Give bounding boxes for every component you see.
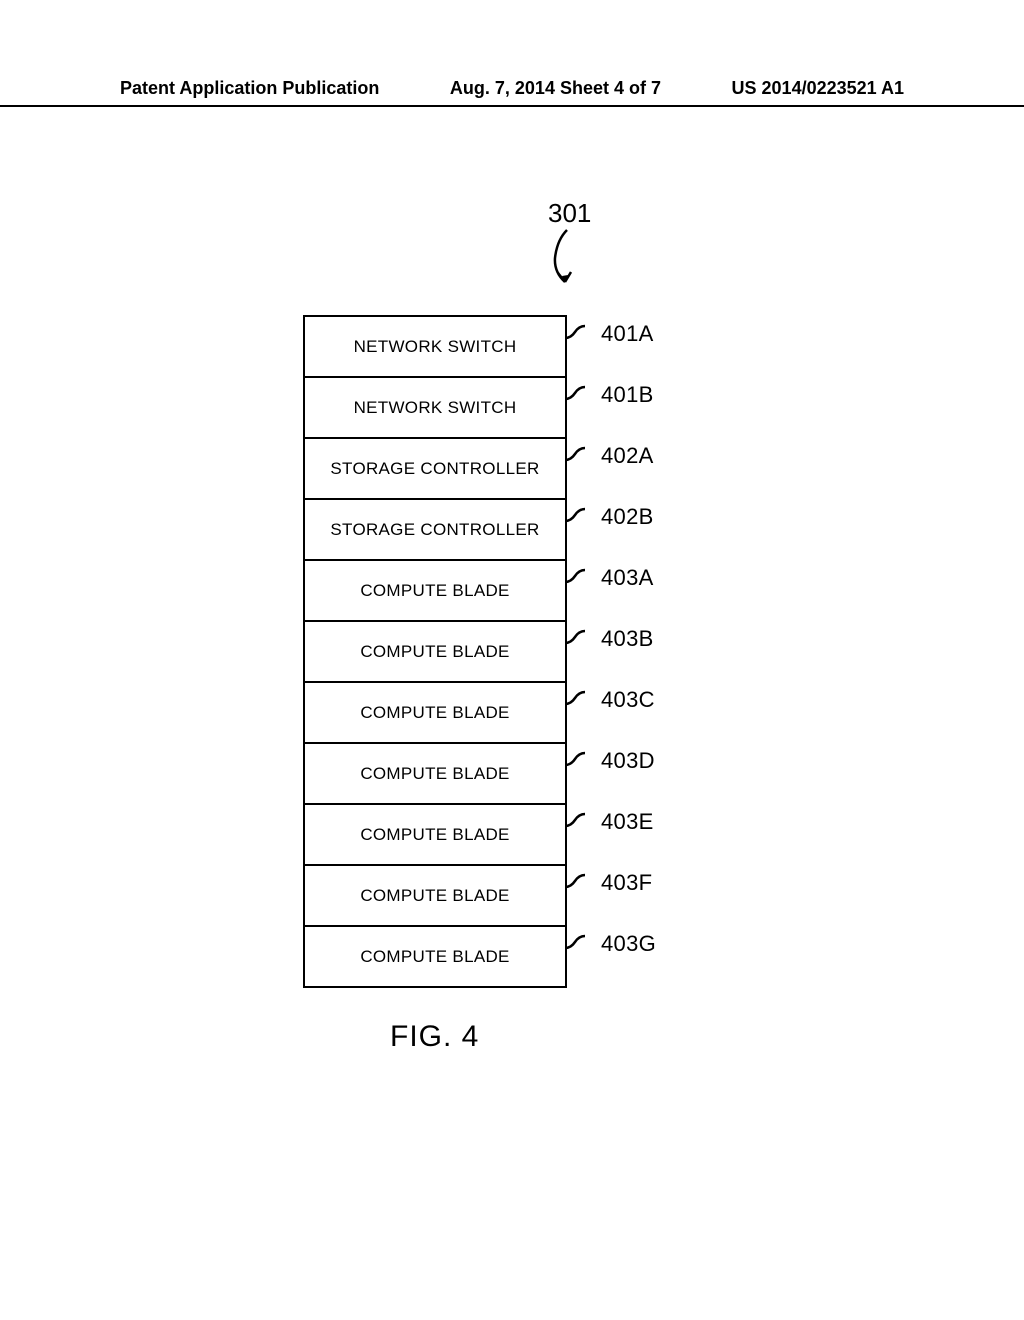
ref-label: 401B [601, 382, 654, 408]
slot-compute-blade: COMPUTE BLADE 403F [305, 864, 565, 925]
lead-curve-icon [565, 446, 587, 466]
lead-curve-icon [565, 873, 587, 893]
slot-network-switch: NETWORK SWITCH 401B [305, 376, 565, 437]
lead-line: 403E [565, 809, 654, 835]
slot-label: COMPUTE BLADE [360, 703, 509, 723]
lead-line: 402A [565, 443, 654, 469]
lead-line: 403G [565, 931, 656, 957]
lead-curve-icon [565, 690, 587, 710]
ref-label: 403F [601, 870, 652, 896]
lead-curve-icon [565, 385, 587, 405]
lead-line: 403F [565, 870, 652, 896]
lead-line: 401A [565, 321, 654, 347]
lead-line: 403D [565, 748, 655, 774]
header-right: US 2014/0223521 A1 [732, 78, 904, 99]
patent-header: Patent Application Publication Aug. 7, 2… [0, 78, 1024, 107]
slot-compute-blade: COMPUTE BLADE 403E [305, 803, 565, 864]
ref-label: 403G [601, 931, 656, 957]
ref-label: 403E [601, 809, 654, 835]
slot-storage-controller: STORAGE CONTROLLER 402B [305, 498, 565, 559]
slot-label: COMPUTE BLADE [360, 947, 509, 967]
ref-label: 402B [601, 504, 654, 530]
slot-compute-blade: COMPUTE BLADE 403D [305, 742, 565, 803]
slot-label: COMPUTE BLADE [360, 886, 509, 906]
slot-label: COMPUTE BLADE [360, 581, 509, 601]
lead-curve-icon [565, 629, 587, 649]
lead-curve-icon [565, 934, 587, 954]
ref-arrow-icon [545, 228, 585, 290]
slot-compute-blade: COMPUTE BLADE 403A [305, 559, 565, 620]
slot-compute-blade: COMPUTE BLADE 403C [305, 681, 565, 742]
ref-label: 402A [601, 443, 654, 469]
slot-label: NETWORK SWITCH [354, 398, 517, 418]
lead-curve-icon [565, 324, 587, 344]
figure-label: FIG. 4 [390, 1020, 479, 1054]
slot-label: COMPUTE BLADE [360, 825, 509, 845]
lead-line: 402B [565, 504, 654, 530]
header-center: Aug. 7, 2014 Sheet 4 of 7 [450, 78, 661, 99]
slot-label: COMPUTE BLADE [360, 764, 509, 784]
slot-storage-controller: STORAGE CONTROLLER 402A [305, 437, 565, 498]
slot-label: NETWORK SWITCH [354, 337, 517, 357]
lead-line: 403C [565, 687, 655, 713]
header-left: Patent Application Publication [120, 78, 379, 99]
slot-label: STORAGE CONTROLLER [330, 520, 539, 540]
ref-label: 403B [601, 626, 654, 652]
lead-line: 401B [565, 382, 654, 408]
slot-compute-blade: COMPUTE BLADE 403B [305, 620, 565, 681]
slot-label: STORAGE CONTROLLER [330, 459, 539, 479]
slot-network-switch: NETWORK SWITCH 401A [305, 315, 565, 376]
rack-diagram: NETWORK SWITCH 401A NETWORK SWITCH 401B … [303, 315, 567, 988]
lead-curve-icon [565, 751, 587, 771]
slot-label: COMPUTE BLADE [360, 642, 509, 662]
ref-label: 403A [601, 565, 654, 591]
slot-compute-blade: COMPUTE BLADE 403G [305, 925, 565, 986]
lead-curve-icon [565, 568, 587, 588]
ref-label: 403C [601, 687, 655, 713]
ref-label: 401A [601, 321, 654, 347]
lead-line: 403A [565, 565, 654, 591]
lead-curve-icon [565, 507, 587, 527]
ref-label: 403D [601, 748, 655, 774]
lead-line: 403B [565, 626, 654, 652]
lead-curve-icon [565, 812, 587, 832]
ref-number-top: 301 [548, 198, 591, 229]
